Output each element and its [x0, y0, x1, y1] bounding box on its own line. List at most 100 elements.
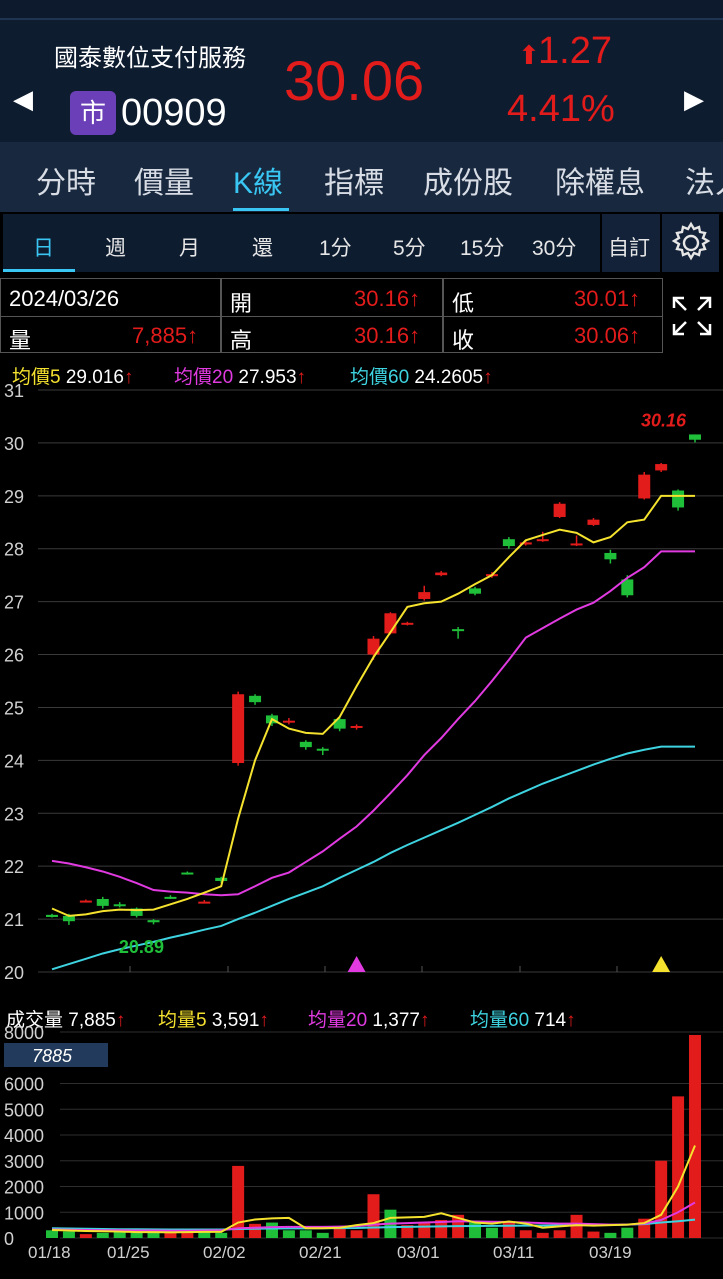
volume-bar	[164, 1232, 177, 1238]
ma20-label: 均價20	[174, 367, 234, 388]
volume-bar	[435, 1219, 448, 1238]
period-30min[interactable]: 30分	[532, 237, 577, 260]
ma5-line	[51, 494, 695, 917]
ma60-legend: 均價60 24.2605↑	[350, 367, 493, 388]
vma5-label: 均量5	[158, 1010, 207, 1031]
period-week[interactable]: 週	[105, 237, 126, 260]
candle-body	[384, 613, 397, 634]
tab-price-volume[interactable]: 價量	[134, 167, 194, 200]
volume-label: 成交量	[6, 1010, 64, 1031]
tab-intraday[interactable]: 分時	[36, 167, 96, 200]
tab-dividends[interactable]: 除權息	[555, 167, 645, 200]
volume-bar	[621, 1227, 634, 1238]
candle-body	[536, 539, 549, 542]
volume-bar	[215, 1232, 228, 1238]
y-tick-label: 21	[4, 910, 24, 930]
volume-bar	[655, 1160, 668, 1238]
volume-bar	[46, 1230, 58, 1238]
fullscreen-icon[interactable]	[668, 292, 716, 340]
volume-bar	[536, 1232, 549, 1238]
settings-button[interactable]	[660, 214, 719, 272]
info-open-label: 開	[230, 291, 253, 316]
ma5-value: 29.016	[65, 367, 124, 388]
volume-bar	[553, 1230, 566, 1238]
volume-bar	[96, 1232, 109, 1238]
period-bar: 日 週 月 還 1分 5分 15分 30分	[3, 214, 717, 272]
candle-body	[130, 908, 143, 916]
volume-bar	[672, 1096, 685, 1238]
tab-institutional[interactable]: 法人	[685, 167, 723, 200]
vma20-label: 均量20	[308, 1010, 368, 1031]
left-triangle-icon[interactable]: ◀	[13, 84, 33, 114]
candle-body	[113, 904, 126, 907]
x-tick-label: 02/21	[299, 1243, 342, 1262]
candle-body	[316, 748, 329, 751]
period-1min[interactable]: 1分	[319, 237, 352, 260]
period-5min[interactable]: 5分	[393, 237, 426, 260]
y-tick-label: 8000	[4, 1023, 44, 1043]
candle-body	[401, 622, 414, 625]
candle-body	[587, 519, 600, 525]
volume-bar	[316, 1232, 329, 1238]
candle-body	[469, 588, 482, 594]
volume-bar	[130, 1232, 143, 1238]
volume-bar	[333, 1227, 346, 1238]
ma20-legend: 均價20 27.953↑	[174, 367, 307, 388]
candle-body	[367, 638, 380, 655]
gear-icon	[671, 221, 711, 261]
candle-body	[181, 872, 194, 875]
candle-body	[621, 579, 634, 596]
tab-kline[interactable]: K線	[233, 167, 284, 200]
volume-bar	[79, 1234, 92, 1238]
info-low-close: 低 30.01↑ 收 30.06↑	[443, 278, 663, 353]
candle-body	[553, 503, 566, 517]
period-adjusted[interactable]: 還	[252, 237, 273, 260]
y-tick-label: 22	[4, 857, 24, 877]
stock-name: 國泰數位支付服務	[54, 45, 246, 72]
signal-marker	[347, 956, 366, 972]
candle-body	[46, 914, 58, 917]
candle-body	[299, 741, 312, 748]
volume-bar	[113, 1231, 126, 1238]
active-tab-indicator	[233, 208, 289, 211]
custom-period-button[interactable]: 自訂	[600, 214, 660, 272]
y-tick-label: 0	[4, 1229, 14, 1249]
signal-marker	[652, 956, 671, 972]
custom-label: 自訂	[608, 237, 650, 260]
tab-indicators[interactable]: 指標	[324, 167, 384, 200]
current-volume-box	[4, 1043, 108, 1067]
tab-constituents[interactable]: 成份股	[423, 167, 513, 200]
ma60-line	[51, 745, 695, 971]
y-tick-label: 4000	[4, 1126, 44, 1146]
quote-header: ◀ ▶	[0, 20, 723, 142]
period-15min[interactable]: 15分	[460, 237, 505, 260]
info-close-value: 30.06	[574, 323, 630, 348]
volume-chart[interactable]: 8000 6000 5000 4000 3000 2000 1000 0 7885 01/18 01…	[0, 1022, 723, 1279]
y-tick-label: 25	[4, 698, 24, 718]
period-month[interactable]: 月	[179, 237, 200, 260]
period-day[interactable]: 日	[33, 237, 54, 260]
candle-body	[232, 694, 245, 764]
volume-bar	[147, 1231, 160, 1238]
x-tick-label: 03/11	[493, 1243, 534, 1262]
y-tick-label: 29	[4, 487, 24, 507]
volume-value: 7,885	[68, 1010, 116, 1031]
volume-bar	[181, 1231, 194, 1238]
candle-body	[672, 490, 685, 508]
up-arrow-icon: ⬆	[518, 40, 540, 70]
candle-body	[502, 539, 515, 547]
right-triangle-icon[interactable]: ▶	[684, 84, 704, 114]
y-tick-label: 26	[4, 646, 24, 666]
info-open-high: 開 30.16↑ 高 30.16↑	[221, 278, 443, 353]
volume-bar	[401, 1225, 414, 1238]
volume-bar	[469, 1222, 482, 1238]
active-period-indicator	[3, 269, 75, 272]
candle-body	[418, 592, 431, 599]
y-tick-label: 28	[4, 540, 24, 560]
candle-body	[164, 896, 177, 899]
candlestick-chart[interactable]: 31 30 29 28 27 26 25 24 23 22 21 20 30.16 20.89	[0, 384, 723, 984]
last-price: 30.06	[284, 49, 425, 112]
y-tick-label: 20	[4, 963, 24, 983]
y-tick-label: 27	[4, 593, 24, 613]
volume-bar	[282, 1230, 295, 1238]
